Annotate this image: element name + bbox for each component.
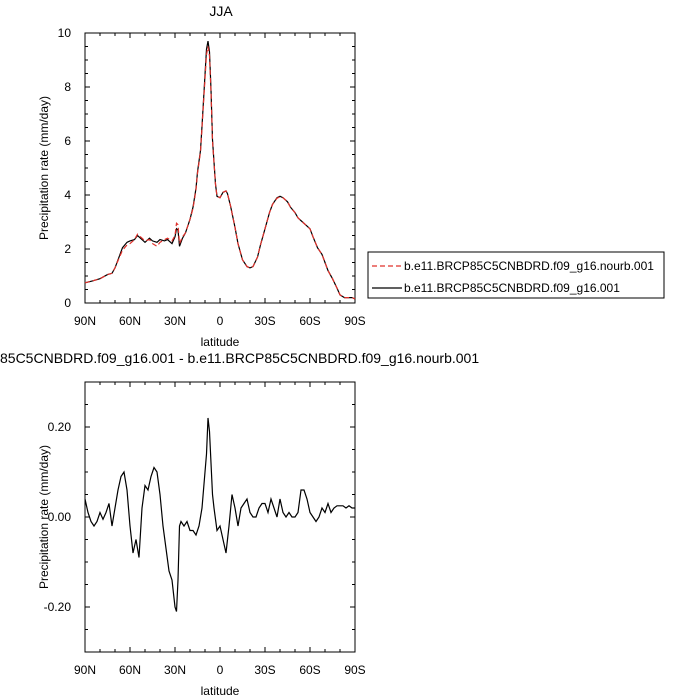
x-tick-label: 90N	[74, 663, 96, 677]
x-tick-label: 90S	[344, 663, 365, 677]
x-tick-label: 60S	[299, 663, 320, 677]
bottom-series	[84, 417, 355, 612]
top-ylabel: Precipitation rate (mm/day)	[37, 96, 51, 240]
series-line	[84, 40, 356, 300]
y-tick-label: 8	[64, 80, 71, 94]
legend-frame	[367, 251, 665, 299]
y-tick-label: 6	[64, 134, 71, 148]
x-tick-label: 90N	[74, 314, 96, 328]
x-tick-label: 60N	[119, 663, 141, 677]
x-tick-label: 0	[217, 663, 224, 677]
top-ticks: 90N 60N 30N 0 30S 60S 90S 0 2 4 6 8 10	[58, 26, 366, 328]
series-line	[84, 417, 355, 612]
y-tick-label: -0.20	[44, 600, 72, 614]
x-tick-label: 30S	[254, 663, 275, 677]
y-tick-label: 10	[58, 26, 72, 40]
bottom-plot-frame	[84, 381, 356, 653]
x-tick-label: 30S	[254, 314, 275, 328]
series-line	[84, 46, 356, 300]
bottom-ticks: 90N 60N 30N 0 30S 60S 90S -0.20 0.00 0.20	[44, 381, 366, 677]
top-title: JJA	[209, 3, 233, 19]
y-tick-label: 2	[64, 242, 71, 256]
x-tick-label: 30N	[164, 314, 186, 328]
y-tick-label: 0.20	[48, 420, 72, 434]
y-tick-label: 0	[64, 296, 71, 310]
legend-label: b.e11.BRCP85C5CNBDRD.f09_g16.001	[404, 281, 620, 295]
y-tick-label: 0.00	[48, 510, 72, 524]
y-tick-label: 4	[64, 188, 71, 202]
bottom-xlabel: latitude	[201, 684, 240, 698]
x-tick-label: 0	[217, 314, 224, 328]
x-tick-label: 60S	[299, 314, 320, 328]
bottom-ylabel: Precipitation rate (mm/day)	[37, 445, 51, 589]
x-tick-label: 30N	[164, 663, 186, 677]
legend-label: b.e11.BRCP85C5CNBDRD.f09_g16.nourb.001	[404, 259, 654, 273]
legend: b.e11.BRCP85C5CNBDRD.f09_g16.nourb.001 b.…	[367, 251, 665, 299]
bottom-title: 85C5CNBDRD.f09_g16.001 - b.e11.BRCP85C5C…	[0, 350, 479, 366]
x-tick-label: 60N	[119, 314, 141, 328]
bottom-panel: 85C5CNBDRD.f09_g16.001 - b.e11.BRCP85C5C…	[0, 350, 479, 698]
top-plot-frame	[84, 32, 356, 304]
x-tick-label: 90S	[344, 314, 365, 328]
top-series	[84, 40, 356, 300]
legend-items: b.e11.BRCP85C5CNBDRD.f09_g16.nourb.001 b.…	[372, 259, 654, 295]
top-xlabel: latitude	[201, 335, 240, 349]
